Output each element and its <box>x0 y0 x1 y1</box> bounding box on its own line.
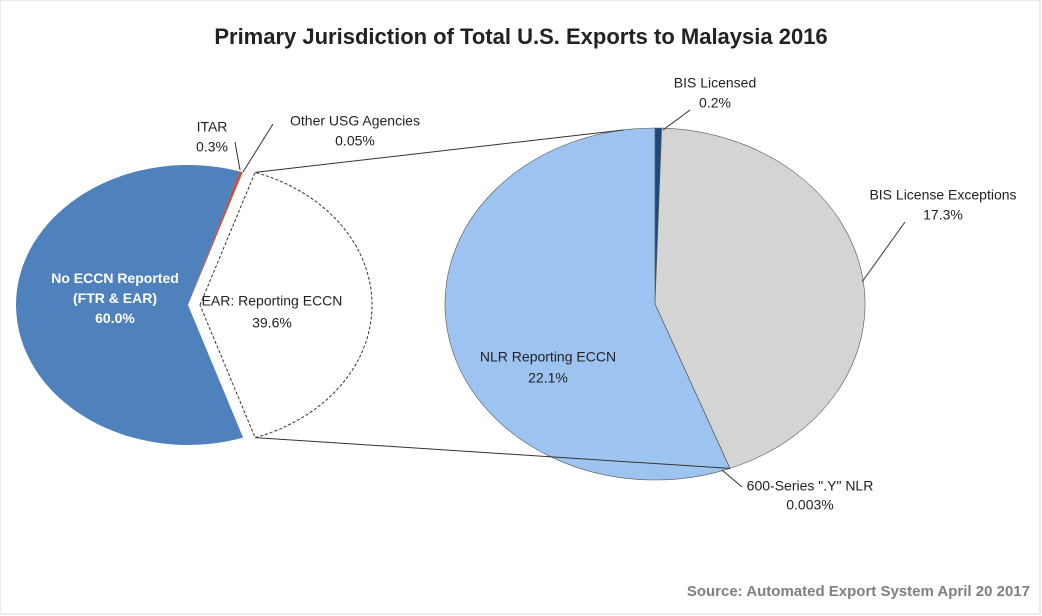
slice-label: EAR: Reporting ECCN <box>202 293 343 309</box>
slice-label: No ECCN Reported (FTR & EAR) <box>51 270 179 306</box>
value-label: 0.003% <box>786 497 833 513</box>
slice-label: NLR Reporting ECCN <box>480 349 616 365</box>
leader-line <box>721 469 743 488</box>
value-label: 17.3% <box>923 207 963 223</box>
leader-line <box>234 141 241 171</box>
value-label: 60.0% <box>95 310 135 326</box>
pie-slice <box>654 127 866 469</box>
value-label: 0.2% <box>699 95 731 111</box>
leader-line <box>861 221 906 283</box>
pie-slice <box>199 171 373 439</box>
value-label: 0.05% <box>335 133 375 149</box>
slice-label: BIS Licensed <box>674 75 757 91</box>
slice-label-group: No ECCN Reported (FTR & EAR) 60.0% <box>40 268 190 328</box>
source-note: Source: Automated Export System April 20… <box>687 583 1030 600</box>
value-label: 39.6% <box>252 315 292 331</box>
slice-label: ITAR <box>197 119 228 135</box>
slice-label: 600-Series ".Y" NLR <box>747 478 874 494</box>
value-label: 22.1% <box>528 370 568 386</box>
pie-slice <box>188 171 243 305</box>
connector-line <box>255 129 624 173</box>
connector-line <box>255 437 730 469</box>
slice-label: Other USG Agencies <box>290 113 420 129</box>
pie-slice <box>188 172 244 305</box>
pie-slice <box>444 127 731 481</box>
value-label: 0.3% <box>196 139 228 155</box>
leader-line <box>242 123 274 173</box>
pie-slice <box>15 164 244 445</box>
leader-line <box>662 109 691 131</box>
chart-title: Primary Jurisdiction of Total U.S. Expor… <box>214 24 827 49</box>
slice-label: BIS License Exceptions <box>869 187 1016 203</box>
